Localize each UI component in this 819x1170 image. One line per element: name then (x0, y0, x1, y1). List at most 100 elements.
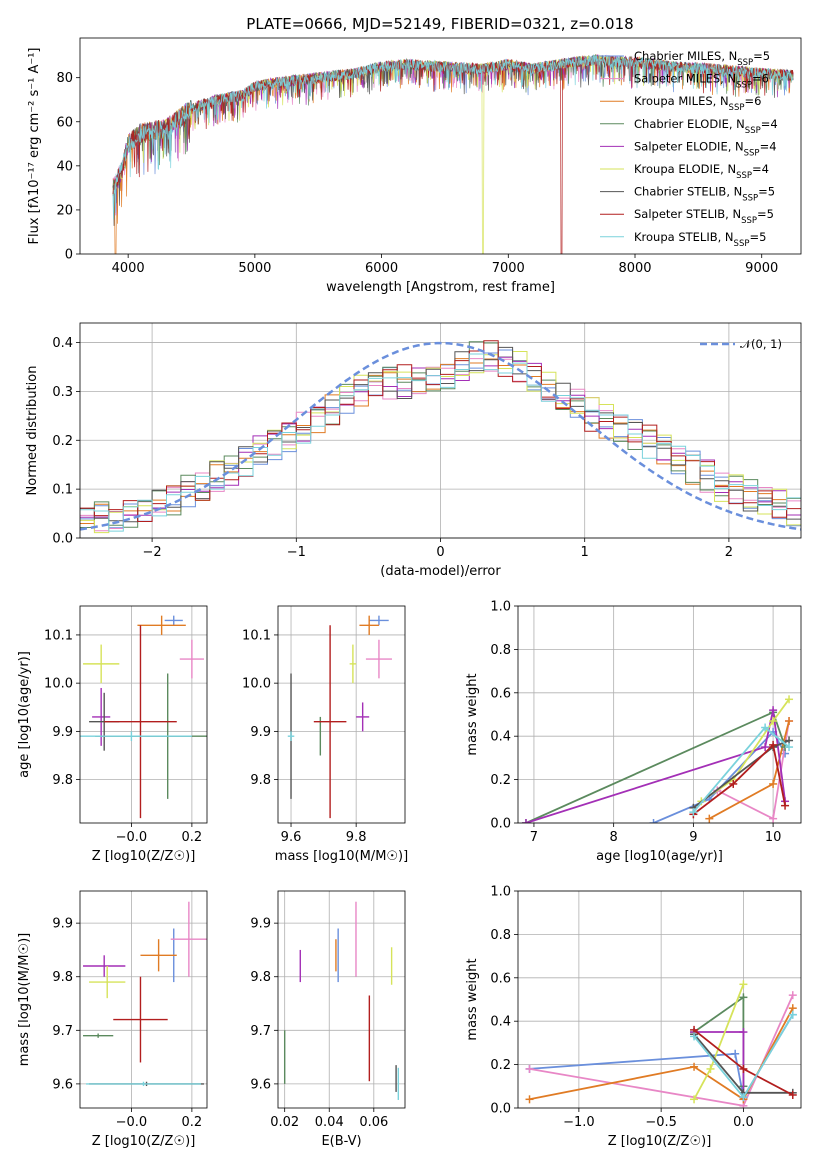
x-tick-label: 7000 (492, 261, 525, 276)
axes-age_vs_mass: 9.6 9.8 9.8 9.9 10.0 10.1 mass [log10(M/M☉)] (242, 605, 408, 864)
y-tick-label: 80 (56, 71, 73, 86)
y-axis-label: Flux [fλ10⁻¹⁷ erg cm⁻² s⁻¹ A⁻¹] (27, 48, 42, 245)
x-tick-label: 0.02 (270, 1115, 299, 1130)
x-tick-label: 4000 (112, 261, 145, 276)
y-tick-label: 9.9 (52, 917, 73, 932)
y-tick-label: 9.9 (250, 917, 271, 932)
y-tick-label: 0 (65, 248, 73, 263)
normal-curve (80, 341, 801, 531)
y-tick-label: 10.0 (44, 677, 73, 692)
plot-area-mass_vs_EBV (283, 901, 400, 1100)
x-tick-label: 9000 (745, 261, 778, 276)
axes-spectrum: 4000 5000 6000 7000 8000 9000 0 20 40 60 80 wavelen… (27, 37, 802, 295)
axes-massweight_vs_Z: −1.0 −0.5 0.0 0.0 0.2 0.4 0.6 0.8 1.0 Z [log10(Z/… (465, 885, 802, 1149)
y-tick-label: 9.8 (250, 970, 271, 985)
axes-massweight_vs_age: 7 8 9 10 0.0 0.2 0.4 0.6 0.8 1.0 age [log10(age/yr… (465, 600, 802, 864)
series-line (692, 743, 786, 816)
axes-frame (79, 890, 208, 1109)
x-tick-label: 8 (610, 830, 618, 845)
y-axis-label: mass weight (465, 958, 480, 1040)
x-tick-label: 1 (581, 545, 589, 560)
y-tick-label: 0.2 (490, 773, 511, 788)
y-tick-label: 0.6 (490, 971, 511, 986)
axes-frame (277, 890, 406, 1109)
y-tick-label: 10.0 (242, 677, 271, 692)
axes-frame (517, 605, 802, 824)
series-line (525, 710, 786, 823)
axes-frame (277, 605, 406, 824)
y-axis-label: mass weight (465, 673, 480, 755)
x-tick-label: 5000 (238, 261, 271, 276)
y-tick-label: 9.9 (250, 725, 271, 740)
y-tick-label: 0.6 (490, 686, 511, 701)
y-tick-label: 0.4 (490, 1015, 511, 1030)
y-axis-label: Normed distribution (25, 366, 40, 496)
legend-label: 𝒩(0, 1) (740, 337, 782, 351)
legend-label: Salpeter ELODIE, NSSP=4 (634, 139, 777, 158)
y-tick-label: 60 (56, 115, 73, 130)
legend: 𝒩(0, 1) (700, 337, 782, 351)
y-tick-label: 9.9 (52, 725, 73, 740)
x-tick-label: 9.8 (346, 830, 367, 845)
spectrum-line (112, 54, 794, 220)
y-tick-label: 40 (56, 159, 73, 174)
axes-age_vs_Z: −0.0 0.2 9.8 9.9 10.0 10.1 Z [log10(Z/Z☉)] age … (17, 605, 208, 864)
axes-frame (517, 890, 802, 1109)
y-tick-label: 9.7 (250, 1024, 271, 1039)
x-tick-label: 0 (436, 545, 444, 560)
y-tick-label: 9.8 (52, 970, 73, 985)
legend-label: Kroupa MILES, NSSP=6 (634, 94, 761, 113)
axes-mass_vs_EBV: 0.02 0.04 0.06 9.6 9.7 9.8 9.9 E(B-V) (250, 890, 406, 1149)
plot-area-massweight_vs_Z (525, 980, 797, 1108)
legend-label: Chabrier STELIB, NSSP=5 (634, 185, 775, 204)
x-tick-label: 0.06 (359, 1115, 388, 1130)
x-axis-label: wavelength [Angstrom, rest frame] (326, 280, 555, 295)
plot-area-age_vs_mass (287, 615, 392, 819)
y-tick-label: 10.1 (44, 628, 73, 643)
y-tick-label: 20 (56, 203, 73, 218)
y-tick-label: 0.0 (490, 817, 511, 832)
x-tick-label: −0.5 (645, 1115, 677, 1130)
y-tick-label: 0.4 (490, 730, 511, 745)
y-tick-label: 0.1 (52, 483, 73, 498)
x-tick-label: 0.2 (182, 1115, 203, 1130)
x-tick-label: 9.6 (281, 830, 302, 845)
y-tick-label: 0.0 (52, 532, 73, 547)
x-tick-label: 9 (689, 830, 697, 845)
y-tick-label: 0.3 (52, 385, 73, 400)
plot-area-age_vs_Z (80, 615, 207, 819)
axes-frame (79, 605, 208, 824)
x-tick-label: 10 (765, 830, 782, 845)
plot-area-massweight_vs_age (521, 695, 794, 823)
x-tick-label: −2 (143, 545, 162, 560)
y-tick-label: 1.0 (490, 885, 511, 900)
x-tick-label: 0.2 (182, 830, 203, 845)
axes-residuals: −2 −1 0 1 2 0.0 0.1 0.2 0.3 0.4 (data-model)/error… (25, 322, 802, 579)
x-axis-label: Z [log10(Z/Z☉)] (92, 1134, 196, 1149)
y-axis-label: mass [log10(M/M☉)] (17, 933, 32, 1066)
plot-area-mass_vs_Z (83, 901, 207, 1087)
y-tick-label: 0.4 (52, 336, 73, 351)
x-tick-label: −0.0 (116, 1115, 148, 1130)
plot-area-spectrum (112, 54, 794, 254)
histogram-step (80, 353, 801, 532)
legend-label: Chabrier ELODIE, NSSP=4 (634, 117, 778, 136)
x-tick-label: 8000 (618, 261, 651, 276)
y-tick-label: 0.2 (52, 434, 73, 449)
y-tick-label: 9.6 (52, 1077, 73, 1092)
y-tick-label: 0.0 (490, 1102, 511, 1117)
x-tick-label: −0.0 (116, 830, 148, 845)
y-tick-label: 9.8 (52, 773, 73, 788)
y-tick-label: 0.8 (490, 643, 511, 658)
y-tick-label: 9.7 (52, 1024, 73, 1039)
x-tick-label: 0.0 (733, 1115, 754, 1130)
x-tick-label: 7 (530, 830, 538, 845)
axes-frame (79, 322, 802, 539)
x-tick-label: 6000 (365, 261, 398, 276)
x-axis-label: mass [log10(M/M☉)] (275, 849, 408, 864)
axes-frame (79, 37, 802, 255)
x-tick-label: 2 (725, 545, 733, 560)
y-tick-label: 0.8 (490, 928, 511, 943)
histogram-step (80, 341, 801, 528)
